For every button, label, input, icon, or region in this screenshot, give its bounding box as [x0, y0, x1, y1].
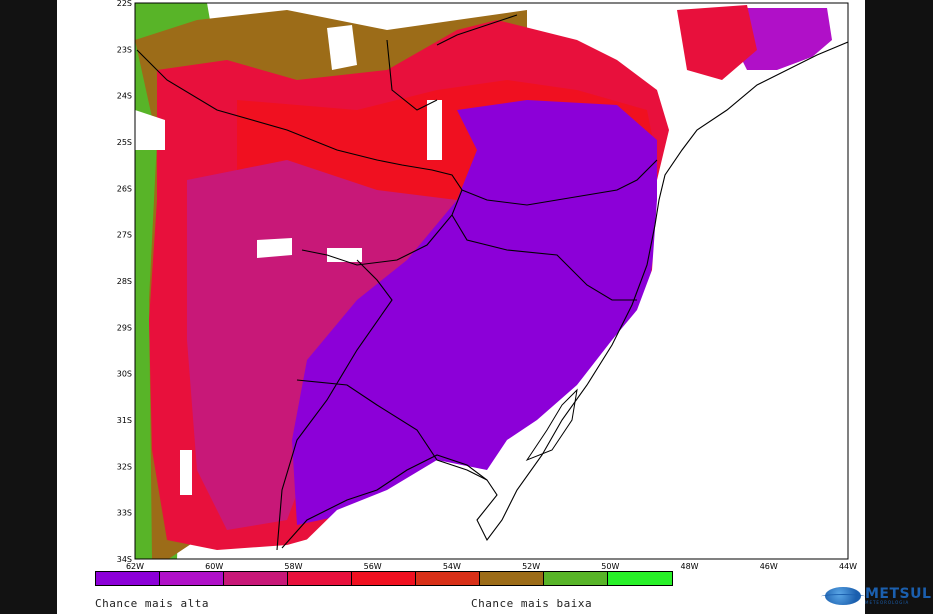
lat-tick-label: 24S: [117, 92, 132, 101]
red-northeast: [677, 5, 757, 80]
lon-tick-label: 58W: [284, 562, 302, 571]
logo-subtitle: METEOROLOGIA: [865, 600, 910, 605]
globe-icon: [821, 587, 865, 605]
right-frame-bar: [865, 0, 933, 614]
color-scale-swatch: [288, 572, 352, 585]
lat-tick-label: 25S: [117, 138, 132, 147]
country-borders: [136, 14, 658, 551]
legend-low-label: Chance mais baixa: [471, 597, 593, 610]
lat-tick-label: 30S: [117, 370, 132, 379]
logo-name: METSUL: [865, 586, 932, 602]
color-scale-swatch: [416, 572, 480, 585]
lat-tick-label: 22S: [117, 0, 132, 8]
lon-tick-label: 54W: [443, 562, 461, 571]
color-scale-swatch: [544, 572, 608, 585]
lat-tick-label: 28S: [117, 277, 132, 286]
color-scale-swatch: [608, 572, 672, 585]
color-scale-swatch: [352, 572, 416, 585]
lat-tick-label: 27S: [117, 231, 132, 240]
lon-tick-label: 60W: [205, 562, 223, 571]
lon-tick-label: 62W: [126, 562, 144, 571]
map-field: [135, 3, 848, 559]
purple-core: [292, 100, 657, 525]
coastline: [281, 41, 848, 549]
color-scale-swatch: [160, 572, 224, 585]
purple-northeast: [732, 8, 832, 70]
lon-tick-label: 44W: [839, 562, 857, 571]
metsul-logo: METSUL METEOROLOGIA: [821, 584, 933, 608]
lat-tick-label: 34S: [117, 555, 132, 564]
probability-map: 22S23S24S25S26S27S28S29S30S31S32S33S34S …: [117, 0, 857, 571]
latitude-axis: 22S 23S 24S 25S 26S 27S 28S 29S 30S 31S 32S 33S 34S: [117, 0, 132, 564]
color-scale-swatch: [224, 572, 288, 585]
color-scale-swatch: [480, 572, 544, 585]
ocean: [287, 3, 848, 559]
lon-tick-label: 56W: [364, 562, 382, 571]
map-canvas: 22S 23S 24S 25S 26S 27S 28S 29S 30S 31S 32S 33S 34S …: [57, 0, 931, 614]
lat-tick-label: 31S: [117, 416, 132, 425]
lon-tick-label: 48W: [681, 562, 699, 571]
lat-tick-label: 26S: [117, 184, 132, 193]
longitude-axis: 62W 60W 58W 56W 54W 52W 50W 48W 46W 44W: [126, 562, 857, 571]
left-frame-bar: [0, 0, 57, 614]
lat-tick-label: 33S: [117, 509, 132, 518]
lat-tick-label: 32S: [117, 462, 132, 471]
lon-tick-label: 46W: [760, 562, 778, 571]
lon-tick-label: 50W: [601, 562, 619, 571]
lon-tick-label: 52W: [522, 562, 540, 571]
color-scale-swatch: [96, 572, 160, 585]
legend-high-label: Chance mais alta: [95, 597, 209, 610]
lat-tick-label: 23S: [117, 45, 132, 54]
color-scale-bar: [95, 571, 673, 586]
lat-tick-label: 29S: [117, 323, 132, 332]
map-frame: [134, 2, 849, 560]
